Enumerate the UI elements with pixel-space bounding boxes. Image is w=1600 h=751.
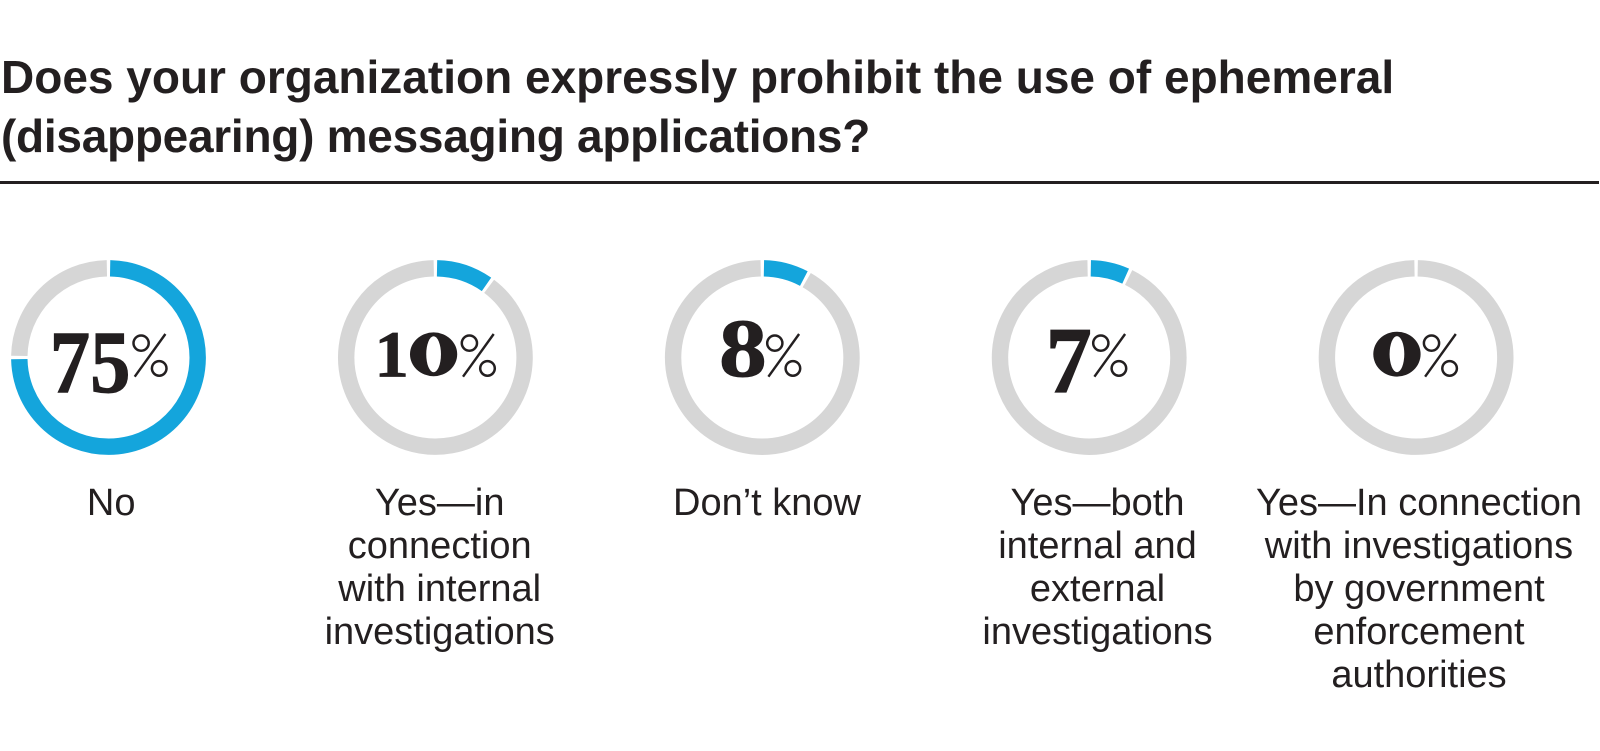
svg-text:1: 1 xyxy=(374,318,408,391)
svg-text:8: 8 xyxy=(719,303,767,395)
svg-text:7: 7 xyxy=(1046,310,1092,414)
svg-text:75: 75 xyxy=(50,314,131,412)
